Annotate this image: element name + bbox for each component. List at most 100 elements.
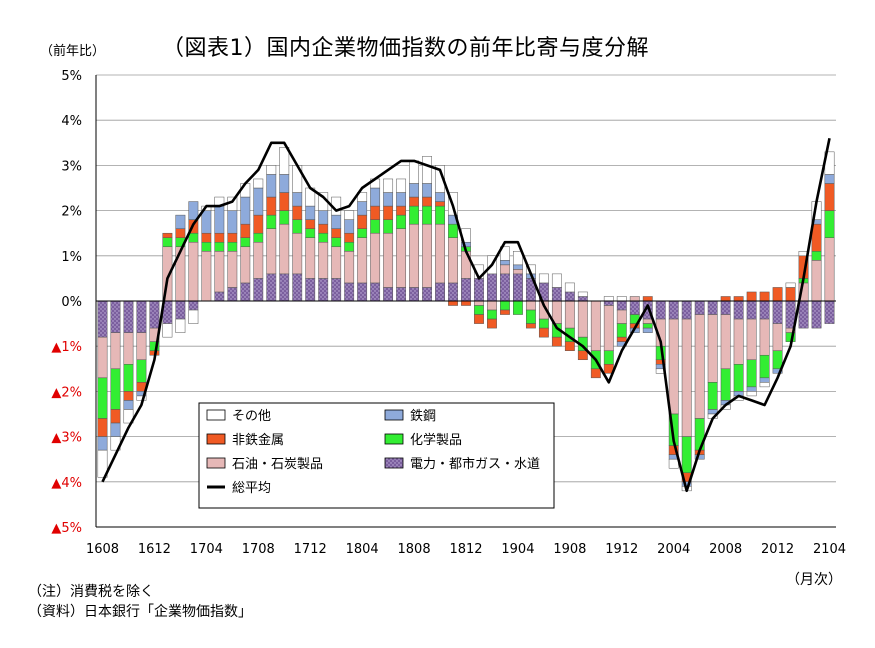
bar-segment-utilities [370,282,381,302]
bar-segment-other [500,246,510,261]
bar-segment-nonferrous [474,314,484,324]
bar-segment-chemicals [266,214,277,229]
bar-segment-nonferrous [448,300,458,306]
x-tick-label: 2012 [761,542,794,557]
bar-segment-chemicals [720,368,731,401]
bar-segment-nonferrous [357,214,368,229]
bar-segment-petroleum [500,264,510,275]
bar-segment-chemicals [227,241,238,252]
bar-segment-chemicals [746,359,757,388]
bar-segment-utilities [123,300,134,333]
bar-segment-chemicals [707,382,718,410]
bar-segment-steel [175,214,186,229]
bar-segment-chemicals [396,214,407,229]
bar-segment-petroleum [681,318,692,437]
bar-segment-petroleum [746,318,757,361]
bar-segment-steel [253,187,264,216]
y-tick-label: ▲5% [51,521,82,536]
bar-segment-chemicals [357,228,368,238]
x-tick-label: 1904 [501,542,534,557]
bar-segment-petroleum [525,300,536,311]
total-line [101,138,831,493]
bar-segment-chemicals [811,251,822,261]
bar-segment-nonferrous [175,228,186,238]
x-tick-label: 1708 [242,542,275,557]
legend-label-steel: 鉄鋼 [410,409,436,424]
x-tick-label: 2104 [813,542,846,557]
bar-segment-utilities [253,278,264,302]
legend-label-chemicals: 化学製品 [410,432,462,448]
bar-segment-steel [331,214,342,229]
bar-segment-steel [279,174,290,193]
bar-segment-utilities [461,278,471,302]
bar-segment-steel [240,196,251,225]
legend-label-total: 総平均 [232,481,271,496]
bar-segment-chemicals [759,354,770,379]
bar-segment-nonferrous [435,201,445,207]
x-tick-label: 1608 [86,542,119,557]
bar-segment-petroleum [266,228,277,275]
bar-segment-nonferrous [201,232,212,243]
x-tick-label: 1612 [138,542,171,557]
bar-segment-other [162,323,173,338]
bar-segment-steel [500,260,510,266]
bar-segment-petroleum [759,318,770,356]
x-tick-label: 2004 [657,542,690,557]
bar-segment-chemicals [240,237,251,248]
legend-label-petroleum: 石油・石炭製品 [232,457,323,472]
bar-segment-utilities [616,300,627,311]
bar-segment-nonferrous [240,223,251,238]
bar-segment-petroleum [292,232,303,275]
x-tick-label: 1712 [294,542,327,557]
bar-segment-petroleum [305,237,316,279]
bar-segment-petroleum [136,332,147,361]
bar-segment-utilities [279,273,290,302]
bar-segment-nonferrous [772,287,783,302]
bar-segment-nonferrous [525,323,536,329]
bar-segment-chemicals [487,309,497,320]
bar-segment-other [616,296,627,302]
bar-segment-other [435,165,445,193]
legend-swatch-petroleum [206,457,226,469]
bar-segment-other [383,178,394,193]
bar-segment-steel [318,210,329,225]
bar-segment-petroleum [448,237,458,284]
bar-segment-nonferrous [305,219,316,229]
y-tick-label: ▲3% [51,431,82,446]
bar-segment-utilities [409,287,419,302]
bar-segment-petroleum [487,300,497,311]
bar-layer [97,147,835,492]
x-unit-label: （月次） [786,572,842,588]
bar-segment-nonferrous [292,205,303,220]
bar-segment-utilities [357,282,368,302]
bar-segment-other [253,178,264,189]
bar-segment-chemicals [331,237,342,248]
bar-segment-nonferrous [253,214,264,234]
bar-segment-petroleum [733,318,744,365]
bar-segment-nonferrous [461,300,471,306]
bar-segment-chemicals [681,436,692,474]
legend-swatch-chemicals [384,433,404,445]
bar-segment-nonferrous [785,287,796,302]
bar-segment-utilities [110,300,121,333]
total-line-layer [101,138,831,493]
bar-segment-nonferrous [487,318,497,329]
bar-segment-utilities [292,273,303,302]
bar-segment-utilities [629,300,640,315]
y-tick-label: 0% [61,295,82,310]
bar-segment-other [759,382,770,388]
bar-segment-nonferrous [733,296,744,302]
bar-segment-utilities [136,300,147,333]
bar-segment-petroleum [279,223,290,275]
bar-segment-chemicals [318,232,329,243]
bar-segment-petroleum [383,232,394,288]
bar-segment-petroleum [603,305,614,351]
bar-segment-chemicals [642,323,653,329]
bar-segment-nonferrous [564,341,575,351]
x-tick-label: 1704 [190,542,223,557]
y-tick-label: ▲1% [51,340,82,355]
bar-segment-nonferrous [110,409,121,424]
bar-segment-petroleum [513,269,523,275]
bar-segment-other [279,147,290,175]
